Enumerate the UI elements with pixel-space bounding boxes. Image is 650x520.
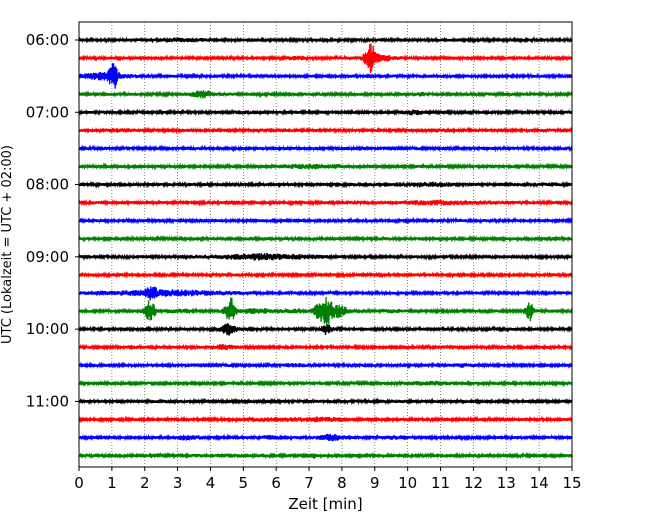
trace-0800 <box>78 180 573 189</box>
y-tick-label: 08:00 <box>26 176 69 194</box>
trace-0900 <box>78 252 573 261</box>
y-tick-label: 10:00 <box>26 320 69 338</box>
trace-0930 <box>78 286 573 301</box>
trace-1045 <box>78 379 573 388</box>
y-tick-label: 09:00 <box>26 248 69 266</box>
y-tick-label: 11:00 <box>26 392 69 410</box>
x-tick-label: 2 <box>140 474 150 492</box>
x-tick-label: 12 <box>464 474 483 492</box>
x-tick-label: 3 <box>173 474 183 492</box>
trace-0645 <box>78 89 573 99</box>
trace-0730 <box>78 144 573 153</box>
x-tick-label: 1 <box>107 474 117 492</box>
x-tick-label: 7 <box>304 474 314 492</box>
grid-lines <box>111 22 540 467</box>
x-tick-label: 9 <box>370 474 380 492</box>
x-tick-label: 8 <box>337 474 347 492</box>
trace-0700 <box>78 108 573 117</box>
trace-0615 <box>78 43 573 74</box>
x-tick-label: 4 <box>206 474 216 492</box>
y-tick-label: 06:00 <box>26 31 69 49</box>
y-axis-label: UTC (Lokalzeit = UTC + 02:00) <box>0 145 15 344</box>
x-tick-label: 13 <box>497 474 516 492</box>
trace-0715 <box>78 126 573 135</box>
trace-0600 <box>78 35 573 45</box>
x-tick-label: 0 <box>74 474 84 492</box>
trace-1100 <box>78 397 573 406</box>
x-tick-label: 6 <box>271 474 281 492</box>
x-tick-label: 14 <box>530 474 549 492</box>
traces <box>78 35 573 460</box>
trace-0745 <box>78 162 573 171</box>
trace-0630 <box>78 63 573 89</box>
x-axis-ticks: 0 1 2 3 4 5 6 7 8 9 10 11 12 13 14 15 <box>74 467 582 492</box>
plot-frame <box>78 21 573 468</box>
x-tick-label: 5 <box>239 474 249 492</box>
trace-1030 <box>78 361 573 370</box>
trace-0845 <box>78 234 573 243</box>
x-tick-label: 11 <box>431 474 450 492</box>
trace-1130 <box>78 433 573 442</box>
x-axis-label: Zeit [min] <box>288 495 362 513</box>
y-axis-ticks: 06:00 07:00 08:00 09:00 10:00 11:00 <box>26 31 79 410</box>
trace-1000 <box>78 323 573 336</box>
trace-1115 <box>78 415 573 424</box>
trace-1145 <box>78 451 573 460</box>
trace-0815 <box>78 198 573 207</box>
trace-0915 <box>78 270 573 279</box>
trace-0945 <box>78 296 573 325</box>
trace-0830 <box>78 216 573 225</box>
y-tick-label: 07:00 <box>26 103 69 121</box>
trace-1015 <box>78 343 573 352</box>
x-tick-label: 15 <box>562 474 581 492</box>
x-tick-label: 10 <box>398 474 417 492</box>
